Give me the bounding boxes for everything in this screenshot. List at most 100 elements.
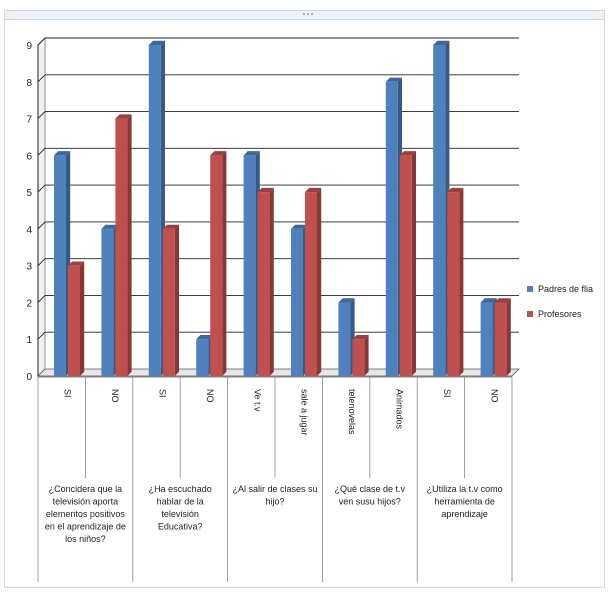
y-tick-label: 3 — [26, 262, 32, 273]
bar-front — [68, 265, 80, 376]
bar — [480, 298, 497, 376]
bar-front — [115, 118, 128, 377]
bar-top — [291, 224, 308, 229]
category-label: telenovelas — [347, 389, 357, 435]
legend-label: Padres de flia — [538, 284, 593, 294]
bar — [338, 298, 355, 376]
bar — [68, 261, 85, 376]
group-label-line: aprendizaje — [441, 509, 488, 519]
y-tick-label: 5 — [26, 188, 32, 199]
bar-front — [447, 192, 460, 376]
bar-top — [257, 187, 274, 193]
bar-top — [494, 298, 511, 303]
bar-top — [243, 151, 260, 156]
bar — [243, 151, 260, 376]
y-tick-label: 1 — [26, 335, 32, 346]
y-tick-label: 4 — [26, 225, 32, 236]
group-label: ¿Ha escuchado hablar de la televisión Educa… — [149, 484, 212, 532]
window-top-bar — [5, 11, 604, 20]
y-axis: 0 1 2 3 4 5 6 7 8 9 — [26, 41, 39, 383]
bar-top — [352, 335, 369, 340]
bar-top — [162, 224, 179, 229]
bar-front — [385, 81, 398, 377]
bar-front — [480, 302, 493, 376]
y-tick-label: 7 — [26, 115, 32, 126]
bar-side — [127, 114, 132, 376]
bar — [257, 187, 274, 376]
category-label: SI — [158, 389, 168, 398]
group-label-line: ¿Al salir de clases su — [232, 484, 317, 494]
bar-top — [305, 187, 322, 193]
bar-front — [352, 339, 365, 376]
bars — [54, 40, 511, 377]
gridline-side — [37, 37, 46, 46]
y-tick-label: 2 — [26, 298, 32, 309]
bar-side — [174, 224, 179, 376]
group-label-line: ¿Concidera que la — [49, 484, 123, 494]
bar — [101, 224, 118, 376]
group-label-line: herramienta de — [434, 497, 495, 507]
bar-top — [399, 151, 416, 156]
bar — [433, 40, 450, 377]
gridline-side — [37, 74, 46, 83]
legend-swatch — [527, 286, 533, 292]
legend-swatch — [527, 311, 533, 317]
group-label-line: ¿Ha escuchado — [149, 484, 212, 494]
gridline-side — [37, 295, 46, 303]
bar-front — [291, 228, 303, 376]
bar — [447, 187, 464, 376]
category-label: SI — [63, 389, 73, 398]
bar-side — [506, 298, 511, 376]
bar-top — [338, 298, 355, 303]
category-label: NO — [205, 389, 215, 403]
y-tick-label: 6 — [26, 151, 32, 162]
bar — [291, 224, 308, 376]
bar-front — [101, 228, 114, 376]
bar-top — [385, 77, 402, 82]
bar-side — [80, 261, 85, 376]
bar-front — [305, 192, 317, 376]
gridline-side — [37, 111, 46, 119]
bar — [399, 151, 416, 376]
group-label: ¿Utiliza la t.v como herramienta de aprend… — [427, 484, 503, 519]
bar — [162, 224, 179, 376]
bar — [352, 335, 369, 376]
resize-grip-icon[interactable] — [301, 12, 315, 16]
group-label-line: elementos positivos — [46, 509, 126, 519]
group-label-line: los niños? — [65, 534, 106, 544]
category-label: sale a jugar — [300, 389, 310, 436]
bar-top — [101, 224, 118, 229]
group-label-line: ¿Utiliza la t.v como — [427, 484, 503, 494]
y-tick-label: 9 — [26, 41, 32, 52]
bar-top — [433, 40, 450, 45]
bar-top — [210, 151, 227, 156]
bar-side — [222, 151, 227, 376]
gridline-side — [37, 258, 46, 266]
group-label-line: ¿Qué clase de t.v — [335, 484, 406, 494]
bar-side — [411, 151, 416, 376]
category-table: SI NO SI NO Ve t.v sale a jugar telenovelas Ani… — [37, 376, 513, 582]
bar-top — [68, 261, 85, 266]
legend: Padres de flia Profesores — [527, 284, 593, 319]
group-label-line: ven susu hijos? — [339, 497, 401, 507]
group-label-line: hablar de la — [157, 497, 204, 507]
bar-front — [162, 228, 175, 376]
group-label: ¿Al salir de clases su hijo? — [232, 484, 317, 507]
bar-front — [148, 45, 161, 376]
bar-front — [210, 155, 223, 376]
bar-front — [196, 339, 209, 376]
group-label-line: en el aprendizaje de — [45, 522, 126, 532]
group-label-line: Educativa? — [158, 522, 203, 532]
category-label: Animados — [395, 389, 405, 430]
bar-top — [480, 298, 497, 303]
bar-front — [54, 155, 66, 376]
bar — [385, 77, 402, 377]
gridline-side — [37, 148, 46, 156]
legend-label: Profesores — [538, 309, 582, 319]
bar-side — [459, 187, 464, 376]
bar-side — [317, 187, 322, 376]
bar — [305, 187, 322, 376]
group-label-line: televisión aporta — [53, 497, 119, 507]
bar — [196, 335, 213, 376]
bar-top — [115, 114, 132, 119]
